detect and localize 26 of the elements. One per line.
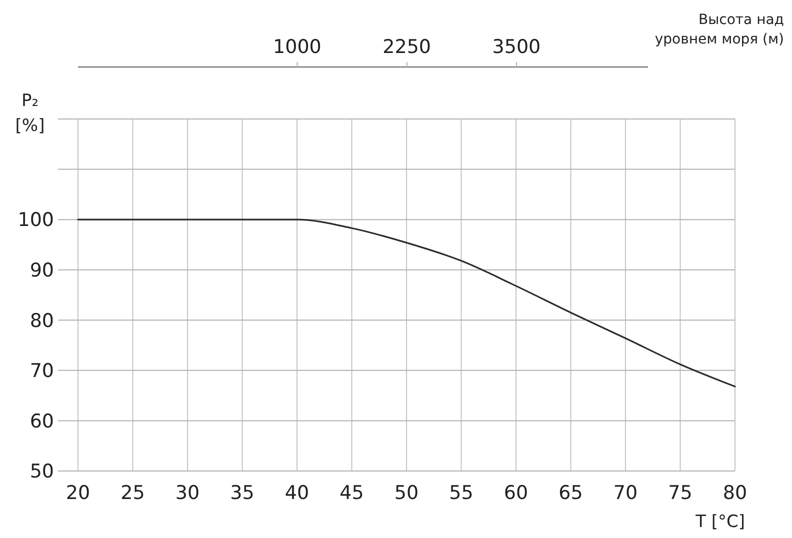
- x-tick-label: 40: [284, 482, 310, 504]
- x2-tick-label: 3500: [492, 36, 541, 58]
- y-axis-title: P₂ [%]: [15, 91, 45, 136]
- y-tick-label: 60: [30, 410, 54, 432]
- x-tick-label: 80: [722, 482, 748, 504]
- x-tick-label: 30: [175, 482, 200, 504]
- x2-axis-title: Высота над уровнем моря (м): [654, 12, 784, 48]
- x-tick-label: 65: [558, 482, 583, 504]
- y-tick-label: 100: [18, 209, 54, 232]
- x-tick-label: 25: [120, 482, 145, 504]
- x-tick-label: 20: [66, 482, 90, 504]
- x-tick-label: 35: [230, 482, 254, 504]
- x-axis-title: T [°C]: [694, 512, 745, 532]
- x-tick-label: 45: [340, 482, 364, 504]
- y-tick-label: 80: [30, 310, 54, 332]
- x-tick-label: 55: [449, 482, 474, 504]
- line-series: [77, 218, 736, 388]
- x-tick-label: 70: [613, 482, 638, 504]
- y-tick-label: 90: [30, 260, 54, 282]
- x-tick-label: 60: [504, 482, 528, 504]
- x-tick-label: 50: [394, 482, 419, 504]
- x2-tick-label: 1000: [273, 36, 322, 58]
- y-tick-label: 50: [30, 460, 54, 483]
- x-tick-label: 75: [668, 482, 692, 504]
- y-tick-label: 70: [30, 360, 54, 382]
- x2-tick-label: 2250: [382, 36, 432, 58]
